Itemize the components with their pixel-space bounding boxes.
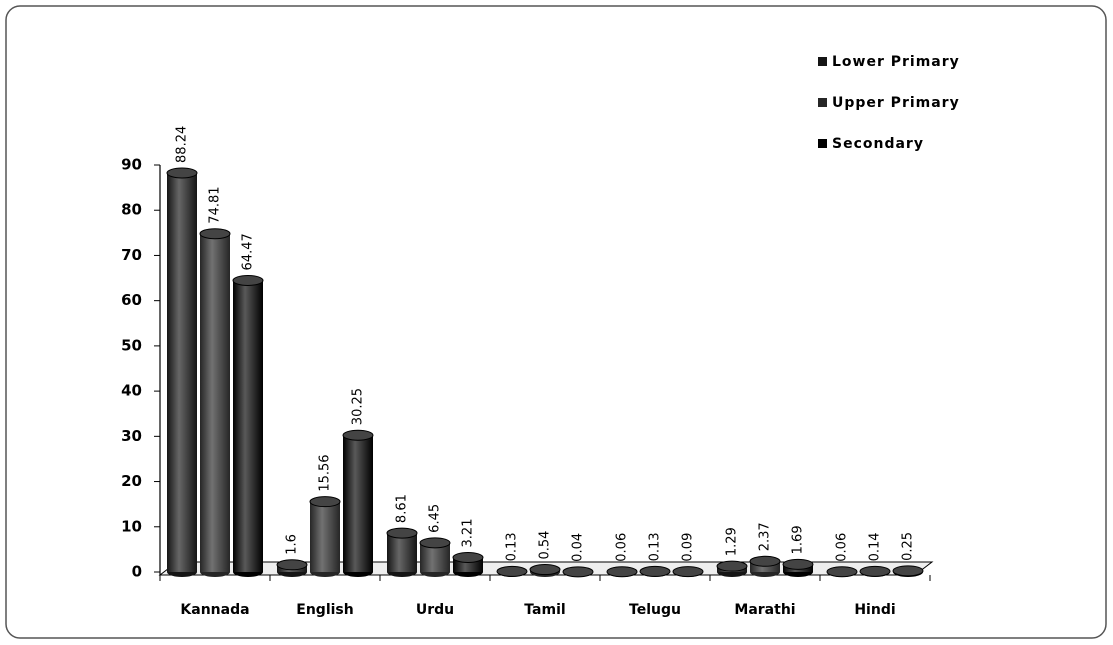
bar-top bbox=[826, 566, 858, 578]
x-tick-label: Hindi bbox=[854, 602, 895, 618]
data-label: 64.47 bbox=[241, 233, 256, 270]
bar-top bbox=[639, 565, 671, 577]
data-label: 0.14 bbox=[868, 532, 883, 561]
data-label: 1.29 bbox=[725, 527, 740, 556]
legend-label: Upper Primary bbox=[832, 95, 960, 111]
chart-frame bbox=[5, 5, 1107, 639]
y-tick-label: 70 bbox=[121, 246, 142, 264]
data-label: 30.25 bbox=[351, 388, 366, 425]
data-label: 0.06 bbox=[835, 533, 850, 562]
bar-top bbox=[606, 566, 638, 578]
legend-swatch bbox=[818, 98, 827, 107]
bar-top bbox=[452, 551, 484, 563]
data-label: 0.25 bbox=[901, 532, 916, 561]
bar-shine bbox=[167, 172, 197, 572]
data-label: 3.21 bbox=[461, 519, 476, 548]
bar-top bbox=[749, 555, 781, 567]
bar-top bbox=[782, 558, 814, 570]
data-label: 0.06 bbox=[615, 533, 630, 562]
bar-top bbox=[562, 566, 594, 578]
y-tick-label: 90 bbox=[121, 156, 142, 174]
bar-top bbox=[859, 565, 891, 577]
data-label: 0.13 bbox=[505, 532, 520, 561]
legend-label: Lower Primary bbox=[832, 54, 960, 70]
data-label: 8.61 bbox=[395, 494, 410, 523]
data-label: 88.24 bbox=[175, 126, 190, 163]
data-label: 1.69 bbox=[791, 525, 806, 554]
bar-top bbox=[232, 274, 264, 286]
bar-top bbox=[342, 429, 374, 441]
bar-top bbox=[276, 559, 308, 571]
bar-shine bbox=[387, 533, 417, 572]
x-tick-label: English bbox=[296, 602, 353, 618]
x-tick-label: Urdu bbox=[416, 602, 454, 618]
x-tick-label: Marathi bbox=[734, 602, 795, 618]
y-tick-label: 50 bbox=[121, 336, 142, 354]
bar-top bbox=[199, 228, 231, 240]
legend-label: Secondary bbox=[832, 136, 924, 152]
x-tick-label: Tamil bbox=[524, 602, 565, 618]
bar-top bbox=[716, 560, 748, 572]
y-tick-label: 30 bbox=[121, 427, 142, 445]
bar-shine bbox=[233, 280, 263, 572]
x-tick-label: Kannada bbox=[180, 602, 249, 618]
bar-top bbox=[892, 565, 924, 577]
data-label: 1.6 bbox=[285, 534, 300, 555]
bar-top bbox=[529, 564, 561, 576]
y-tick-label: 10 bbox=[121, 517, 142, 535]
y-tick-label: 0 bbox=[132, 563, 142, 581]
bar-top bbox=[386, 527, 418, 539]
data-label: 2.37 bbox=[758, 522, 773, 551]
bar-shine bbox=[310, 501, 340, 572]
bar-shine bbox=[343, 435, 373, 572]
x-tick-label: Telugu bbox=[629, 602, 681, 618]
data-label: 6.45 bbox=[428, 504, 443, 533]
data-label: 74.81 bbox=[208, 186, 223, 223]
data-label: 0.13 bbox=[648, 532, 663, 561]
y-tick-label: 60 bbox=[121, 291, 142, 309]
bar-top bbox=[419, 537, 451, 549]
legend-swatch bbox=[818, 139, 827, 148]
bar-top bbox=[309, 496, 341, 508]
y-tick-label: 20 bbox=[121, 472, 142, 490]
data-label: 0.54 bbox=[538, 531, 553, 560]
data-label: 0.04 bbox=[571, 533, 586, 562]
bar-top bbox=[166, 167, 198, 179]
data-label: 15.56 bbox=[318, 454, 333, 491]
legend-swatch bbox=[818, 57, 827, 66]
bar-top bbox=[496, 565, 528, 577]
y-tick-label: 40 bbox=[121, 382, 142, 400]
data-label: 0.09 bbox=[681, 533, 696, 562]
bar-top bbox=[672, 566, 704, 578]
y-tick-label: 80 bbox=[121, 201, 142, 219]
bar-shine bbox=[200, 233, 230, 572]
